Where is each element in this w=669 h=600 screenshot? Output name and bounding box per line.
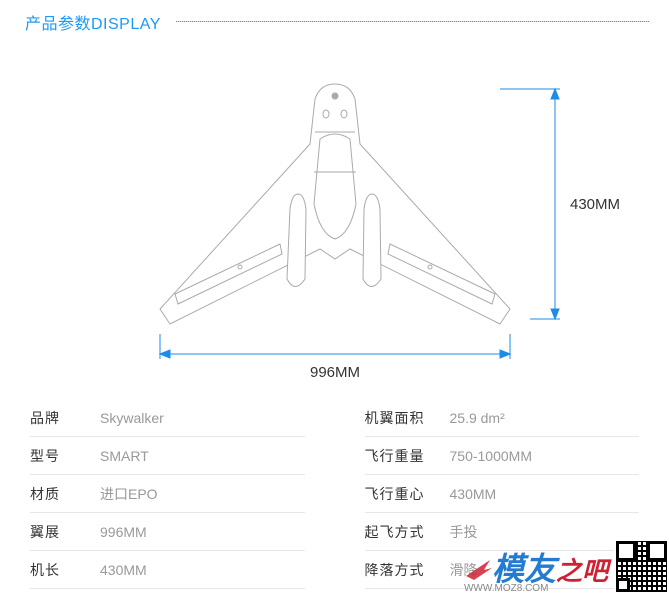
spec-value: Skywalker — [100, 410, 164, 426]
spec-value: 750-1000MM — [450, 448, 533, 464]
spec-row: 飞行重心430MM — [365, 475, 640, 513]
spec-value: 25.9 dm² — [450, 410, 505, 426]
spec-row: 飞行重量750-1000MM — [365, 437, 640, 475]
watermark: 模友 之吧 WWW.MOZ8.COM — [464, 539, 669, 594]
spec-value: 430MM — [100, 562, 147, 578]
specs-col-left: 品牌Skywalker 型号SMART 材质进口EPO 翼展996MM 机长43… — [30, 399, 305, 589]
qr-code — [614, 539, 669, 594]
spec-label: 飞行重心 — [365, 484, 450, 504]
watermark-plane-icon — [464, 558, 494, 580]
spec-value: 430MM — [450, 486, 497, 502]
spec-row: 机翼面积25.9 dm² — [365, 399, 640, 437]
spec-label: 翼展 — [30, 522, 100, 542]
spec-label: 起飞方式 — [365, 522, 450, 542]
width-dimension-label: 996MM — [310, 364, 360, 381]
spec-row: 翼展996MM — [30, 513, 305, 551]
header: 产品参数DISPLAY — [0, 0, 669, 34]
spec-label: 品牌 — [30, 408, 100, 428]
product-diagram: 430MM 996MM — [0, 34, 669, 384]
spec-row: 材质进口EPO — [30, 475, 305, 513]
spec-label: 机翼面积 — [365, 408, 450, 428]
spec-label: 机长 — [30, 560, 100, 580]
spec-label: 型号 — [30, 446, 100, 466]
spec-value: 996MM — [100, 524, 147, 540]
diagram-svg: 430MM 996MM — [0, 34, 669, 384]
watermark-text-block: 模友 之吧 WWW.MOZ8.COM — [464, 553, 608, 594]
spec-label: 飞行重量 — [365, 446, 450, 466]
spec-value: SMART — [100, 448, 149, 464]
spec-row: 机长430MM — [30, 551, 305, 589]
spec-label: 降落方式 — [365, 560, 450, 580]
spec-row: 品牌Skywalker — [30, 399, 305, 437]
watermark-main: 模友 — [492, 553, 556, 585]
page-title: 产品参数DISPLAY — [25, 10, 176, 34]
spec-value: 进口EPO — [100, 484, 158, 504]
height-dimension-label: 430MM — [570, 196, 620, 213]
watermark-red: 之吧 — [556, 558, 608, 584]
spec-label: 材质 — [30, 484, 100, 504]
spec-row: 型号SMART — [30, 437, 305, 475]
